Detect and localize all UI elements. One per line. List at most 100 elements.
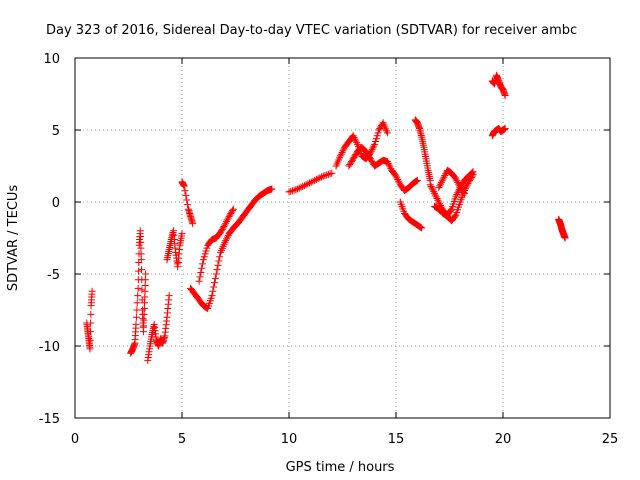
y-tick-label: 5 xyxy=(52,124,60,139)
data-point xyxy=(215,257,223,265)
data-point xyxy=(453,177,461,185)
data-point xyxy=(437,178,445,186)
data-point xyxy=(138,266,146,274)
data-point xyxy=(222,237,230,245)
data-point xyxy=(434,196,442,204)
data-point xyxy=(202,247,210,255)
data-point xyxy=(337,150,345,158)
y-tick-label: 10 xyxy=(43,52,60,67)
data-point xyxy=(350,133,358,141)
data-point xyxy=(386,163,394,171)
data-point xyxy=(465,178,473,186)
data-point xyxy=(316,174,324,182)
grid xyxy=(75,58,610,418)
x-tick-label: 20 xyxy=(495,432,512,447)
data-point xyxy=(350,153,358,161)
data-point xyxy=(223,233,231,241)
data-point xyxy=(195,277,203,285)
data-point xyxy=(225,212,233,220)
data-point xyxy=(223,235,231,243)
data-point xyxy=(180,182,188,190)
data-point xyxy=(199,260,207,268)
data-point xyxy=(348,156,356,164)
data-point xyxy=(441,172,449,180)
plot-frame xyxy=(74,57,611,419)
data-point xyxy=(435,198,443,206)
data-point xyxy=(413,176,421,184)
data-point xyxy=(184,201,192,209)
data-point xyxy=(135,267,143,275)
data-point xyxy=(213,266,221,274)
data-point xyxy=(501,125,509,133)
data-point xyxy=(365,152,373,160)
data-point xyxy=(221,238,229,246)
data-point xyxy=(369,144,377,152)
data-point xyxy=(87,319,95,327)
data-point xyxy=(196,273,204,281)
data-point xyxy=(211,279,219,287)
data-point xyxy=(268,185,276,193)
data-point xyxy=(351,152,359,160)
data-point xyxy=(460,189,468,197)
series-s8 xyxy=(285,169,336,196)
data-point xyxy=(226,211,234,219)
data-point xyxy=(189,220,197,228)
series-s3 xyxy=(144,292,173,364)
x-tick-label: 0 xyxy=(71,432,79,447)
data-point xyxy=(132,313,140,321)
data-point xyxy=(314,175,322,183)
data-point xyxy=(211,274,219,282)
data-point xyxy=(218,225,226,233)
data-point xyxy=(222,219,230,227)
data-point xyxy=(209,287,217,295)
data-point xyxy=(228,208,236,216)
data-point xyxy=(352,150,360,158)
data-point xyxy=(302,181,310,189)
data-point xyxy=(328,169,336,177)
data-point xyxy=(224,231,232,239)
data-point xyxy=(451,174,459,182)
data-point xyxy=(368,158,376,166)
x-tick-label: 25 xyxy=(602,432,619,447)
data-point xyxy=(294,185,302,193)
data-point xyxy=(288,187,296,195)
data-point xyxy=(433,195,441,203)
data-point xyxy=(376,125,384,133)
data-point xyxy=(321,172,329,180)
data-point xyxy=(438,177,446,185)
data-point xyxy=(182,191,190,199)
data-point xyxy=(346,161,354,169)
data-point xyxy=(391,171,399,179)
data-point xyxy=(199,256,207,264)
data-point xyxy=(426,181,434,189)
data-point xyxy=(229,205,237,213)
data-point xyxy=(368,146,376,154)
data-point xyxy=(210,283,218,291)
data-point xyxy=(138,286,146,294)
data-point xyxy=(371,138,379,146)
series-s10 xyxy=(345,143,421,194)
data-point xyxy=(134,284,142,292)
series-s18 xyxy=(555,215,569,242)
data-point xyxy=(385,161,393,169)
data-point xyxy=(353,139,361,147)
data-point xyxy=(183,196,191,204)
data-point xyxy=(501,91,509,99)
axis-ticks: 0 5 10 15 20 25 -15 -10 -5 0 5 10 xyxy=(39,52,619,447)
data-point xyxy=(417,223,425,231)
series-s11 xyxy=(396,198,426,232)
data-point xyxy=(440,173,448,181)
y-tick-label: -5 xyxy=(47,268,60,283)
data-point xyxy=(323,171,331,179)
data-point xyxy=(462,183,470,191)
data-point xyxy=(311,176,319,184)
data-point xyxy=(223,216,231,224)
data-point xyxy=(416,223,424,231)
data-point xyxy=(464,180,472,188)
data-point xyxy=(312,176,320,184)
x-axis-label: GPS time / hours xyxy=(286,460,395,475)
x-tick-label: 15 xyxy=(388,432,405,447)
data-point xyxy=(393,174,401,182)
data-point xyxy=(367,156,375,164)
